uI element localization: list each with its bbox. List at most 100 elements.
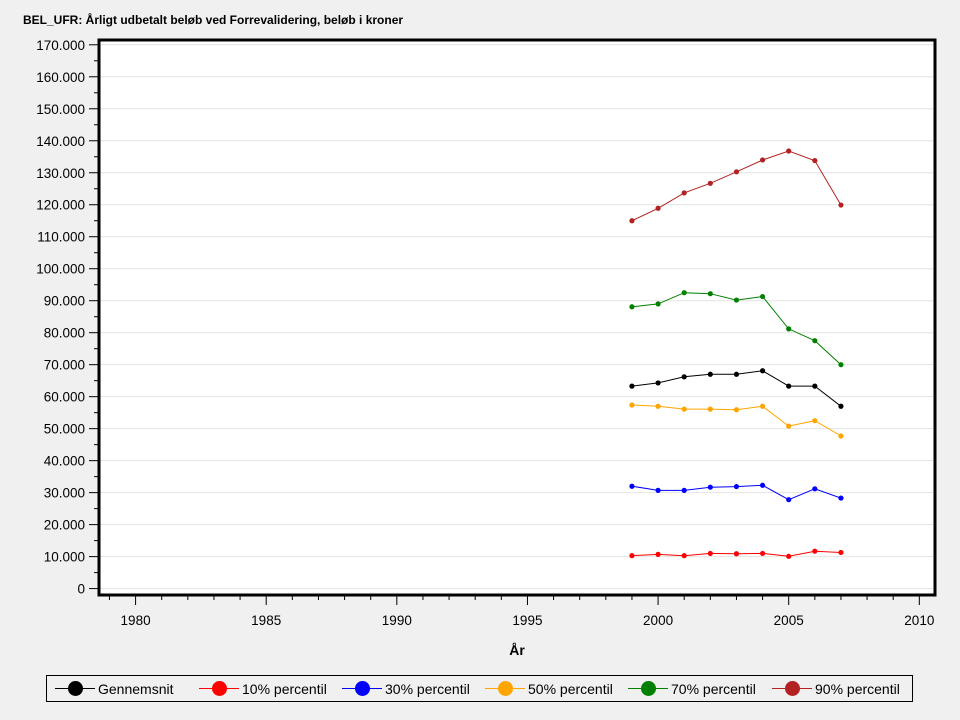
legend-dot: [68, 681, 83, 696]
data-point: [759, 550, 766, 557]
series-1: [629, 548, 844, 559]
data-point: [759, 293, 766, 300]
series-2: [629, 482, 844, 503]
data-point: [681, 374, 687, 380]
data-point: [681, 406, 687, 412]
data-point: [733, 371, 740, 377]
data-point: [629, 304, 635, 310]
data-point: [838, 495, 844, 501]
data-point: [838, 549, 844, 556]
y-tick-label: 100.000: [36, 262, 85, 277]
legend-label: 30% percentil: [385, 680, 470, 697]
data-point: [681, 487, 687, 493]
x-tick-label: 2000: [643, 613, 673, 628]
series-4: [629, 290, 844, 368]
data-point: [786, 326, 792, 332]
plot-frame: [97, 38, 937, 597]
data-point: [838, 433, 844, 439]
y-tick-label: 40.000: [44, 454, 85, 469]
series-5: [629, 148, 844, 224]
legend: Gennemsnit 10% percentil 30% percentil 50% …: [46, 675, 913, 702]
legend-label: 70% percentil: [671, 680, 756, 697]
legend-item: 70% percentil: [628, 676, 756, 701]
data-point: [707, 406, 713, 412]
data-point: [681, 190, 687, 196]
y-tick-label: 140.000: [36, 134, 85, 149]
y-tick-label: 120.000: [36, 198, 85, 213]
data-point: [655, 205, 661, 211]
data-point: [733, 297, 740, 303]
data-point: [681, 553, 687, 559]
y-tick-label: 50.000: [44, 422, 85, 437]
legend-dot: [785, 681, 800, 696]
series-3: [629, 402, 844, 439]
legend-label: Gennemsnit: [98, 680, 174, 697]
data-point: [733, 407, 740, 413]
x-tick-label: 2010: [904, 613, 934, 628]
legend-dot: [641, 681, 656, 696]
y-tick-label: 90.000: [44, 294, 85, 309]
data-point: [812, 338, 818, 344]
legend-item: Gennemsnit: [55, 676, 173, 701]
y-tick-label: 10.000: [44, 550, 85, 565]
series-0: [629, 368, 844, 409]
y-tick-label: 170.000: [36, 38, 85, 53]
data-point: [812, 418, 818, 424]
data-point: [786, 553, 792, 559]
data-point: [707, 291, 713, 297]
legend-item: 10% percentil: [199, 676, 327, 701]
y-tick-label: 0: [77, 582, 85, 597]
legend-label: 50% percentil: [528, 680, 613, 697]
data-point: [707, 484, 713, 490]
gridlines: [99, 44, 935, 590]
y-tick-label: 30.000: [44, 486, 85, 501]
legend-item: 50% percentil: [485, 676, 613, 701]
data-point: [812, 157, 818, 164]
data-point: [786, 383, 792, 389]
legend-marker-icon: [199, 676, 239, 701]
data-point: [629, 553, 635, 559]
data-point: [655, 301, 661, 307]
y-tick-label: 160.000: [36, 70, 85, 85]
legend-dot: [498, 681, 513, 696]
data-point: [629, 218, 635, 224]
data-point: [838, 403, 844, 409]
legend-item: 30% percentil: [342, 676, 470, 701]
data-point: [707, 180, 713, 186]
data-point: [629, 383, 635, 389]
y-tick-label: 80.000: [44, 326, 85, 341]
y-tick-label: 70.000: [44, 358, 85, 373]
data-point: [655, 403, 661, 409]
data-point: [812, 548, 818, 554]
x-tick-label: 2005: [774, 613, 804, 628]
data-point: [759, 482, 766, 488]
data-point: [733, 169, 740, 175]
legend-item: 90% percentil: [772, 676, 900, 701]
data-point: [759, 157, 766, 163]
legend-marker-icon: [485, 676, 525, 701]
y-tick-label: 130.000: [36, 166, 85, 181]
data-point: [838, 362, 844, 368]
data-point: [681, 290, 687, 296]
line-chart: 0 10.000 20.000 30.000 40.000 50.000 60.000 70.…: [36, 38, 937, 658]
data-point: [838, 202, 844, 208]
legend-marker-icon: [772, 676, 812, 701]
data-point: [759, 403, 766, 409]
x-axis-title: År: [509, 642, 525, 658]
data-point: [707, 550, 713, 557]
axes: 0 10.000 20.000 30.000 40.000 50.000 60.000 70.…: [36, 38, 934, 628]
x-tick-label: 1980: [121, 613, 151, 628]
plot-area: [99, 40, 935, 595]
data-point: [707, 371, 713, 377]
data-point: [786, 423, 792, 429]
data-point: [733, 551, 740, 557]
chart-title: BEL_UFR: Årligt udbetalt beløb ved Forre…: [23, 13, 404, 27]
x-tick-label: 1995: [512, 613, 542, 628]
x-tick-label: 1990: [382, 613, 412, 628]
legend-label: 90% percentil: [815, 680, 900, 697]
data-point: [786, 497, 792, 503]
legend-marker-icon: [342, 676, 382, 701]
data-point: [759, 368, 766, 374]
data-point: [655, 487, 661, 493]
y-tick-label: 150.000: [36, 102, 85, 117]
